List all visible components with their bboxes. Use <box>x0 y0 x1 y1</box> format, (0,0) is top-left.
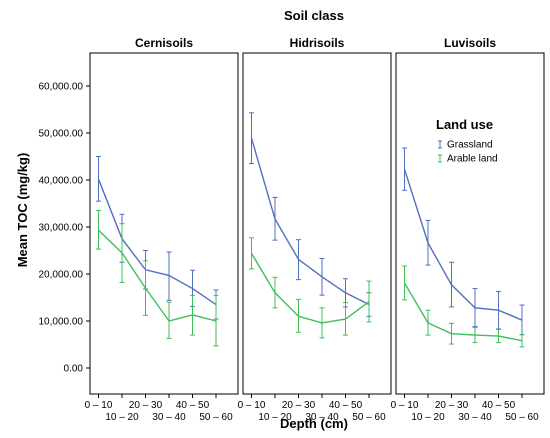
y-tick-label: 30,000.00 <box>39 223 84 234</box>
x-tick-label: 20 – 30 <box>282 400 316 411</box>
error-bar-grassland <box>449 261 454 308</box>
y-tick-label: 40,000.00 <box>39 176 84 187</box>
x-tick-label: 10 – 20 <box>105 412 139 423</box>
error-bar-arable-land <box>213 295 219 347</box>
error-bar-arable-land <box>343 302 348 336</box>
panel-frame <box>242 52 392 395</box>
series-line-arable-land <box>403 282 523 342</box>
x-tick-label: 10 – 20 <box>258 412 292 423</box>
x-tick-label: 10 – 20 <box>411 412 445 423</box>
error-bar-arable-land <box>166 301 172 339</box>
error-bar-grassland <box>96 156 101 202</box>
x-tick-label: 40 – 50 <box>329 400 363 411</box>
x-tick-label: 0 – 10 <box>85 400 113 411</box>
panel-title: Cernisoils <box>135 36 193 50</box>
error-bar-arable-land <box>190 295 195 336</box>
series-line-grassland <box>403 168 523 321</box>
legend-item-grassland: Grassland <box>438 140 493 151</box>
x-tick-label: 50 – 60 <box>352 412 386 423</box>
legend-title: Land use <box>436 117 493 132</box>
error-bar-grassland <box>166 251 172 301</box>
legend-label: Arable land <box>447 154 498 165</box>
chart-title: Soil class <box>284 8 344 23</box>
x-tick-label: 0 – 10 <box>391 400 419 411</box>
y-axis-label: Mean TOC (mg/kg) <box>15 153 30 268</box>
x-tick-label: 30 – 40 <box>305 412 339 423</box>
x-tick-label: 30 – 40 <box>458 412 492 423</box>
error-bar-arable-land <box>425 309 431 336</box>
y-tick-label: 20,000.00 <box>39 270 84 281</box>
error-bar-grassland <box>425 219 431 266</box>
x-tick-label: 50 – 60 <box>199 412 233 423</box>
error-bar-arable-land <box>366 280 372 323</box>
panel-frame <box>89 52 239 395</box>
y-tick-label: 50,000.00 <box>39 129 84 140</box>
x-tick-label: 20 – 30 <box>129 400 163 411</box>
legend-item-arable-land: Arable land <box>438 154 498 165</box>
x-tick-label: 0 – 10 <box>238 400 266 411</box>
panel-title: Hidrisoils <box>290 36 345 50</box>
series-line-arable-land <box>250 252 370 324</box>
series-line-arable-land <box>98 229 217 322</box>
error-bar-arable-land <box>272 276 278 309</box>
y-tick-label: 0.00 <box>64 364 84 375</box>
y-tick-label: 10,000.00 <box>39 317 84 328</box>
x-tick-label: 30 – 40 <box>152 412 186 423</box>
error-bar-grassland <box>272 196 278 241</box>
legend-label: Grassland <box>447 140 493 151</box>
x-tick-label: 20 – 30 <box>435 400 469 411</box>
error-bar-arable-land <box>296 298 301 333</box>
legend: Land use Grassland Arable land <box>436 117 498 165</box>
x-tick-label: 40 – 50 <box>176 400 210 411</box>
x-axis-label: Depth (cm) <box>280 416 348 431</box>
y-axis: 0.00 10,000.00 20,000.00 30,000.00 40,000.00… <box>39 82 90 375</box>
error-bar-arable-land <box>119 223 125 283</box>
x-tick-label: 40 – 50 <box>482 400 516 411</box>
y-tick-label: 60,000.00 <box>39 82 84 93</box>
panel-frame <box>395 52 545 395</box>
series-line-grassland <box>97 178 217 306</box>
x-tick-label: 50 – 60 <box>505 412 539 423</box>
panel-title: Luvisoils <box>444 36 496 50</box>
series-line-grassland <box>250 137 370 306</box>
error-bar-grassland <box>472 288 478 328</box>
error-bar-arable-land <box>96 210 101 250</box>
error-bar-grassland <box>296 239 301 281</box>
